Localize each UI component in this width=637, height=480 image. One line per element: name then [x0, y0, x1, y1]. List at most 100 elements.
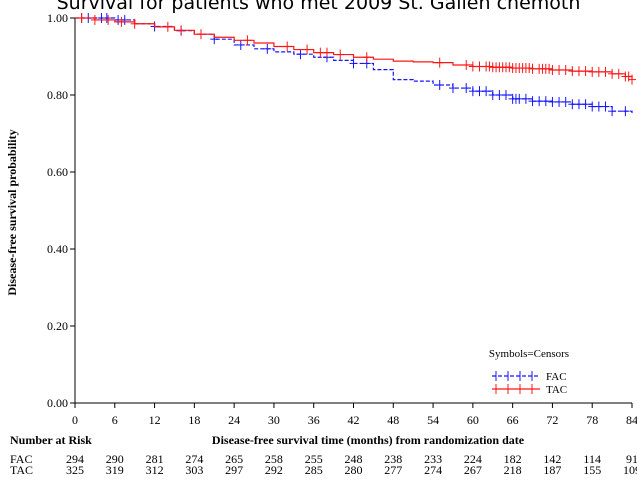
y-tick-label: 0.80	[47, 88, 68, 102]
x-tick-label: 12	[149, 413, 161, 427]
censor-mark	[545, 63, 554, 74]
censor-mark	[336, 49, 345, 60]
censor-mark	[581, 66, 590, 77]
censor-mark	[177, 25, 186, 36]
x-axis-label: Disease-free survival time (months) from…	[212, 433, 525, 447]
censor-mark	[485, 61, 494, 72]
y-tick-label: 0.60	[47, 165, 68, 179]
censor-mark	[521, 93, 530, 104]
censor-mark	[482, 86, 491, 97]
censor-mark	[621, 106, 630, 117]
censor-mark	[462, 59, 471, 70]
censor-mark	[196, 29, 205, 40]
legend-label: TAC	[546, 384, 567, 396]
censor-mark	[462, 83, 471, 94]
x-ticks: 0 6 12 18 24 30 36 42 48 54 60 66 72 78 84	[72, 403, 637, 427]
risk-count: 292	[265, 463, 283, 477]
censor-mark	[263, 43, 272, 54]
risk-count: 218	[504, 463, 522, 477]
censor-mark	[283, 41, 292, 52]
risk-count: 233	[424, 452, 442, 466]
risk-count: 285	[305, 463, 323, 477]
risk-count: 114	[583, 452, 601, 466]
x-tick-label: 24	[228, 413, 240, 427]
censor-mark	[581, 99, 590, 110]
risk-count: 265	[225, 452, 243, 466]
censor-mark	[561, 96, 570, 107]
x-tick-label: 42	[348, 413, 360, 427]
censor-mark	[502, 90, 511, 100]
censor-mark	[296, 49, 305, 60]
x-tick-label: 48	[387, 413, 399, 427]
censor-mark	[120, 14, 129, 25]
risk-count: 255	[305, 452, 323, 466]
censor-mark	[104, 14, 113, 25]
axes	[74, 18, 632, 404]
risk-count: 297	[225, 463, 243, 477]
x-tick-label: 18	[188, 413, 200, 427]
series-tac	[75, 13, 636, 85]
censor-mark	[435, 57, 444, 68]
legend-entry-fac: FAC	[492, 371, 567, 383]
risk-count: 258	[265, 452, 283, 466]
censor-mark	[435, 79, 444, 90]
censor-mark	[448, 83, 457, 94]
censor-mark	[561, 64, 570, 75]
risk-count: 319	[106, 463, 124, 477]
risk-count: 109	[623, 463, 637, 477]
risk-count: 91	[626, 452, 637, 466]
risk-count: 280	[345, 463, 363, 477]
risk-row-label: TAC	[10, 463, 33, 477]
x-tick-label: 30	[268, 413, 280, 427]
risk-row-tac: TAC 325 319 312 303 297 292 285 280 277 274 267 218 1…	[10, 463, 637, 477]
risk-count: 182	[504, 452, 522, 466]
risk-count: 238	[384, 452, 402, 466]
risk-count: 187	[543, 463, 561, 477]
censor-mark	[117, 16, 126, 27]
x-tick-label: 6	[112, 413, 118, 427]
censor-mark	[243, 35, 252, 46]
risk-count: 155	[583, 463, 601, 477]
legend-entry-tac: TAC	[492, 384, 567, 396]
risk-count: 303	[185, 463, 203, 477]
censor-mark	[77, 13, 86, 23]
censor-mark	[90, 14, 99, 25]
y-tick-label: 0.00	[47, 396, 68, 410]
x-tick-label: 36	[308, 413, 320, 427]
risk-count: 325	[66, 463, 84, 477]
censor-mark	[322, 47, 331, 58]
x-tick-label: 78	[586, 413, 598, 427]
censor-mark	[601, 101, 610, 112]
y-ticks: 0.00 0.20 0.40 0.60 0.80 1.00	[47, 11, 75, 410]
series-fac	[75, 13, 633, 117]
risk-count: 294	[66, 452, 84, 466]
censor-mark	[362, 52, 371, 63]
censor-mark	[236, 39, 245, 50]
risk-table: FAC 294 290 281 274 265 258 255 248 238 233 224 182 1…	[10, 452, 637, 477]
x-tick-label: 72	[546, 413, 558, 427]
censor-mark	[601, 66, 610, 77]
x-tick-label: 66	[507, 413, 519, 427]
risk-count: 248	[345, 452, 363, 466]
censor-mark	[163, 21, 172, 32]
risk-count: 267	[464, 463, 482, 477]
censor-mark	[130, 18, 139, 29]
x-tick-label: 60	[467, 413, 479, 427]
legend-label: FAC	[546, 371, 567, 383]
censor-mark	[608, 106, 617, 117]
censor-mark	[541, 96, 550, 107]
x-tick-label: 84	[626, 413, 637, 427]
risk-table-title: Number at Risk	[10, 433, 92, 447]
censor-mark	[303, 44, 312, 55]
risk-count: 142	[543, 452, 561, 466]
censor-mark	[349, 58, 358, 69]
censor-mark	[525, 63, 534, 74]
risk-count: 290	[106, 452, 124, 466]
chart-title: Survival for patients who met 2009 St. G…	[56, 0, 581, 14]
censor-mark	[628, 74, 636, 85]
censor-mark	[505, 62, 514, 73]
risk-row-fac: FAC 294 290 281 274 265 258 255 248 238 233 224 182 1…	[10, 452, 637, 466]
